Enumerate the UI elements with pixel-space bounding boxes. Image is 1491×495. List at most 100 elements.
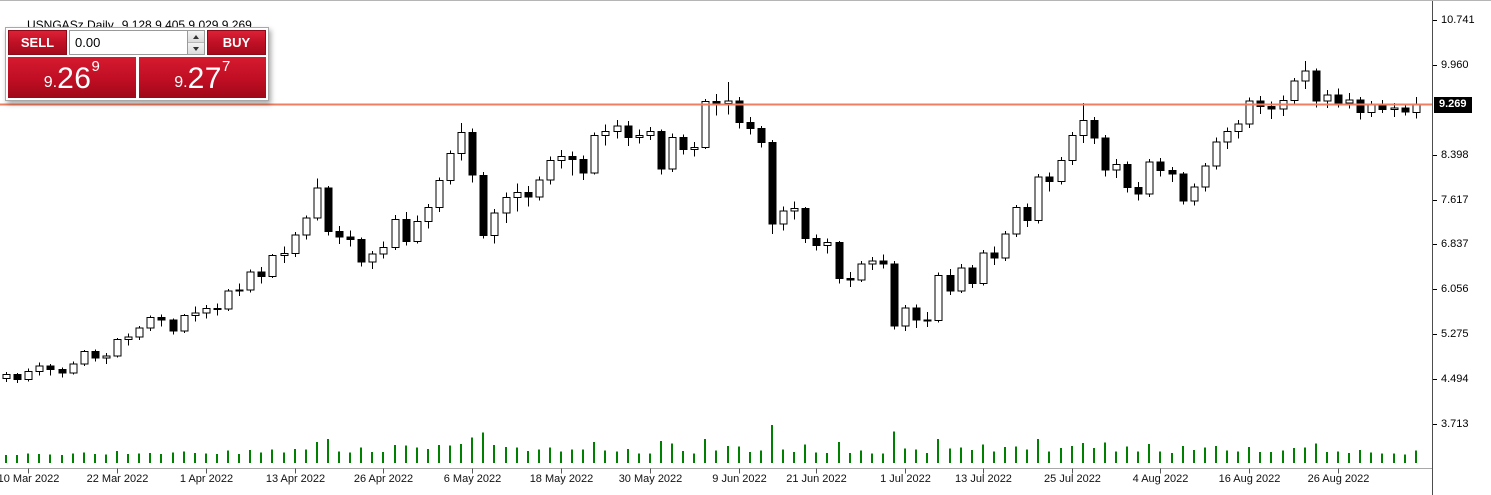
sell-price-superscript: 9	[91, 58, 100, 75]
candle	[1290, 78, 1299, 106]
candle	[1401, 104, 1410, 116]
candle	[113, 337, 122, 358]
volume-increase-button[interactable]	[188, 31, 204, 43]
candle	[446, 150, 455, 185]
candle	[613, 120, 622, 139]
candle	[479, 171, 488, 239]
price-chart-svg[interactable]	[0, 1, 1432, 495]
candle	[768, 140, 777, 234]
candle	[1223, 127, 1232, 149]
y-axis-tick	[1433, 155, 1437, 156]
volume-decrease-button[interactable]	[188, 43, 204, 54]
buy-price-display[interactable]: 9. 27 7	[138, 57, 266, 98]
y-axis-label: 7.617	[1441, 194, 1469, 206]
candle	[157, 314, 166, 327]
sell-button[interactable]: SELL	[8, 30, 67, 55]
arrow-up-icon	[193, 34, 199, 39]
candle	[180, 313, 189, 333]
candle	[1279, 95, 1288, 117]
one-click-trading-panel: SELL BUY 9.269 9.277	[5, 27, 269, 101]
candle	[679, 134, 688, 155]
candle	[1112, 159, 1121, 179]
candle	[346, 230, 355, 247]
candle	[513, 183, 522, 212]
candle	[579, 155, 588, 180]
candle	[213, 303, 222, 316]
sell-price-prefix: 9.	[43, 74, 58, 91]
candle	[957, 263, 966, 294]
buy-price-big-digits: 27	[187, 62, 222, 95]
candle	[313, 178, 322, 221]
y-axis-tick	[1433, 65, 1437, 66]
candle	[1057, 156, 1066, 185]
volume-input-group	[69, 30, 205, 55]
candle	[246, 269, 255, 293]
candle	[1090, 117, 1099, 145]
candle	[202, 305, 211, 319]
candle	[1356, 97, 1365, 120]
candle	[391, 214, 400, 250]
candle	[746, 117, 755, 135]
candle	[790, 201, 799, 220]
candle	[357, 237, 366, 267]
candle	[657, 129, 666, 175]
candle	[812, 234, 821, 251]
y-axis-label: 5.275	[1441, 328, 1469, 340]
candle	[124, 333, 133, 346]
candle	[568, 151, 577, 176]
candle	[1145, 159, 1154, 198]
candle	[468, 128, 477, 183]
price-axis[interactable]: 9.269 10.741 9.960 8.398 7.617 6.837 6.056 5.2…	[1432, 1, 1491, 495]
sell-price-display[interactable]: 9. 26 9	[8, 57, 136, 98]
candle	[590, 132, 599, 175]
volume-input[interactable]	[70, 31, 187, 54]
candle	[1068, 132, 1077, 165]
candle	[1201, 163, 1210, 192]
candle	[291, 232, 300, 257]
candle	[280, 246, 289, 264]
candle	[879, 254, 888, 269]
candle	[724, 82, 733, 115]
candle	[268, 254, 277, 279]
candle	[912, 304, 921, 329]
y-axis-label: 10.741	[1441, 14, 1475, 26]
candle	[1378, 100, 1387, 114]
candle	[635, 129, 644, 144]
candle	[102, 352, 111, 364]
candle	[968, 264, 977, 288]
candle	[1001, 231, 1010, 261]
y-axis-label: 6.056	[1441, 283, 1469, 295]
candle	[557, 150, 566, 169]
current-price-value: 9.269	[1439, 98, 1467, 110]
buy-price-prefix: 9.	[174, 74, 188, 91]
candle	[868, 256, 877, 271]
candle	[135, 325, 144, 341]
y-axis-tick	[1433, 20, 1437, 21]
candle	[1034, 174, 1043, 224]
candle	[2, 371, 11, 383]
current-price-tag: 9.269	[1434, 97, 1472, 113]
candle	[1212, 137, 1221, 170]
chart-plot-area[interactable]: USNGASz,Daily 9.128 9.405 9.029 9.269 SEL…	[0, 1, 1432, 495]
candle	[835, 240, 844, 284]
candle	[990, 246, 999, 265]
volume-spinner	[187, 31, 204, 54]
candle	[979, 250, 988, 286]
candle	[257, 267, 266, 284]
candle	[1123, 161, 1132, 193]
candle	[80, 350, 89, 367]
buy-button[interactable]: BUY	[207, 30, 266, 55]
y-axis-tick	[1433, 200, 1437, 201]
y-axis-label: 8.398	[1441, 149, 1469, 161]
candle	[1012, 205, 1021, 237]
candle	[690, 141, 699, 157]
candle	[69, 361, 78, 375]
candle	[191, 306, 200, 322]
arrow-down-icon	[193, 46, 199, 51]
candle	[735, 97, 744, 129]
candle	[1134, 182, 1143, 201]
y-axis-label: 6.837	[1441, 238, 1469, 250]
candle	[1234, 120, 1243, 139]
candle	[1301, 60, 1310, 89]
